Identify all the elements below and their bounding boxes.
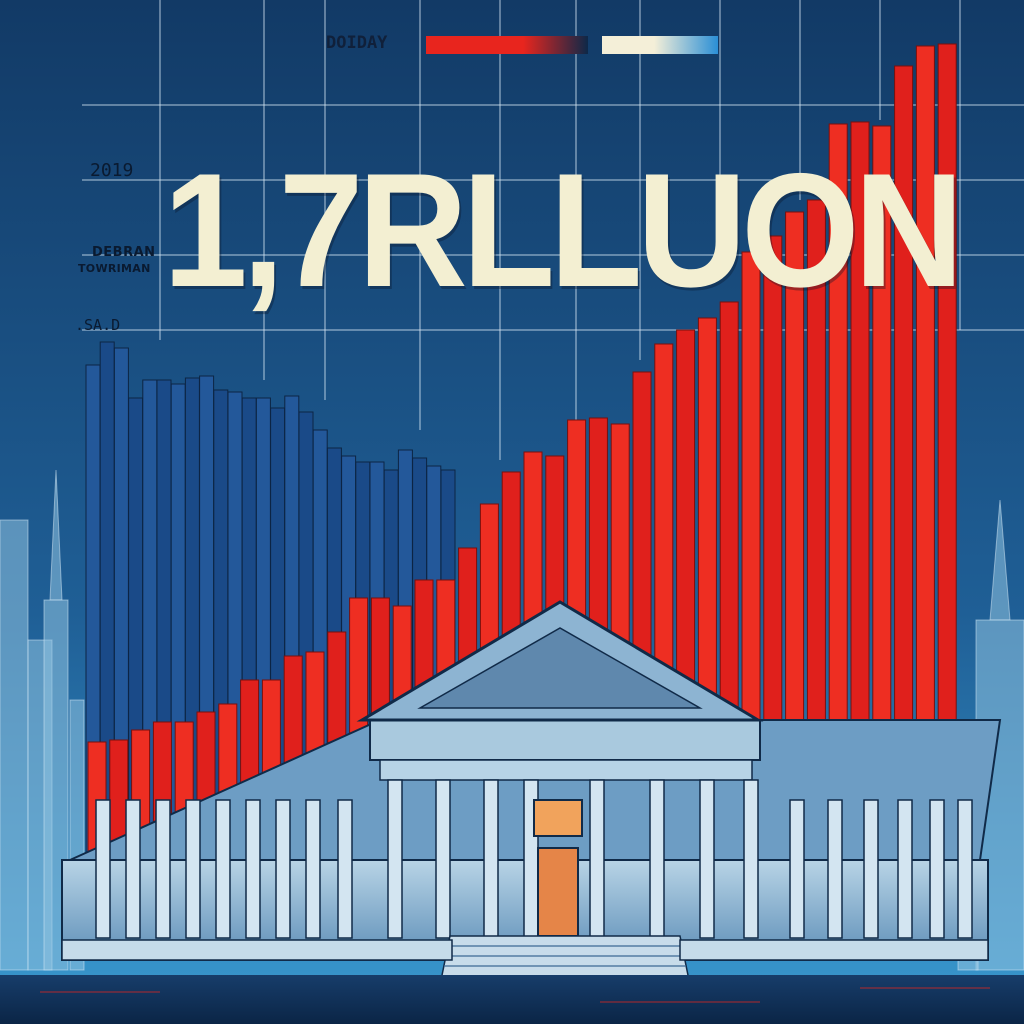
column [337, 799, 353, 939]
column [275, 799, 291, 939]
column [435, 779, 451, 939]
column [827, 799, 843, 939]
axis-label-year: 2019 [90, 160, 134, 181]
legend-swatch-red [426, 36, 588, 54]
headline: 1,7RLLUON [163, 140, 964, 321]
axis-label-c: .SA.D [75, 316, 121, 334]
column [957, 799, 973, 939]
column [589, 779, 605, 939]
axis-label-b: TOWRIMAN [78, 262, 151, 275]
legend-swatch-light [602, 36, 718, 54]
axis-label-a: DEBRAN [92, 245, 156, 260]
column [245, 799, 261, 939]
grid [82, 0, 1024, 460]
column [929, 799, 945, 939]
column [125, 799, 141, 939]
column [387, 779, 403, 939]
column [215, 799, 231, 939]
column [863, 799, 879, 939]
column [483, 779, 499, 939]
column [95, 799, 111, 939]
column [743, 779, 759, 939]
column [699, 779, 715, 939]
column [185, 799, 201, 939]
column [155, 799, 171, 939]
building-icon [61, 600, 1002, 986]
column [789, 799, 805, 939]
skyscraper-icon [0, 469, 1024, 971]
column [897, 799, 913, 939]
legend-label: DOIDAY [326, 33, 388, 53]
column [305, 799, 321, 939]
column [649, 779, 665, 939]
